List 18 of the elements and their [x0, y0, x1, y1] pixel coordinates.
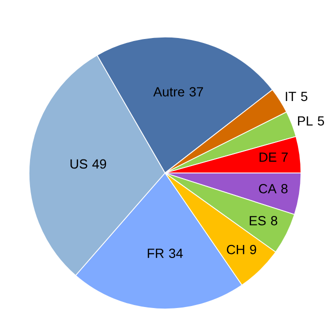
data-label: 7 [282, 152, 288, 162]
slice-label: FR [148, 248, 164, 258]
slice-label: CA [258, 184, 277, 194]
slice-label: CH [226, 244, 244, 254]
data-label: 8 [281, 184, 288, 194]
data-label: 34 [169, 248, 183, 258]
slice-label: US [70, 159, 88, 169]
slice-label: ES [250, 216, 266, 226]
slice-label: PL [298, 116, 313, 126]
data-label: 9 [250, 244, 256, 254]
data-label: 37 [189, 87, 203, 96]
slice-label: Autre [153, 87, 184, 96]
slice-label: DE [260, 152, 276, 162]
data-label: 8 [271, 216, 278, 226]
slice-label: IT [286, 92, 296, 101]
data-label: 5 [318, 116, 324, 126]
data-label: 49 [92, 159, 106, 169]
data-label: 5 [301, 92, 308, 102]
